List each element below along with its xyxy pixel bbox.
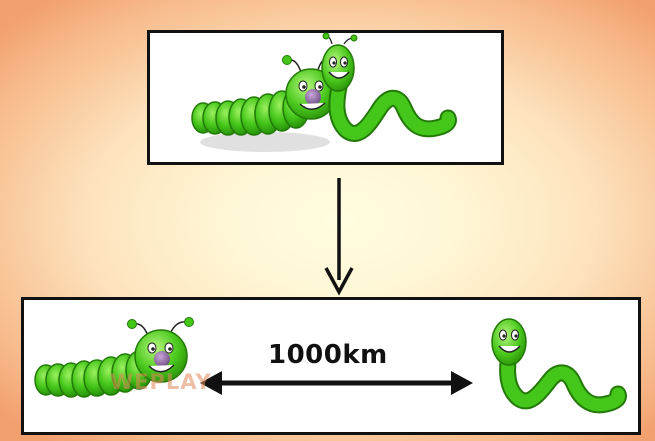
caterpillar-icon <box>191 53 338 152</box>
worm-icon <box>321 32 457 142</box>
down-arrow-icon <box>324 178 354 296</box>
worm-icon <box>491 318 627 414</box>
caterpillar-icon <box>34 317 194 398</box>
double-arrow-icon <box>200 371 473 395</box>
distance-label: 1000km <box>268 340 388 370</box>
watermark: WEPLAY <box>110 370 212 394</box>
